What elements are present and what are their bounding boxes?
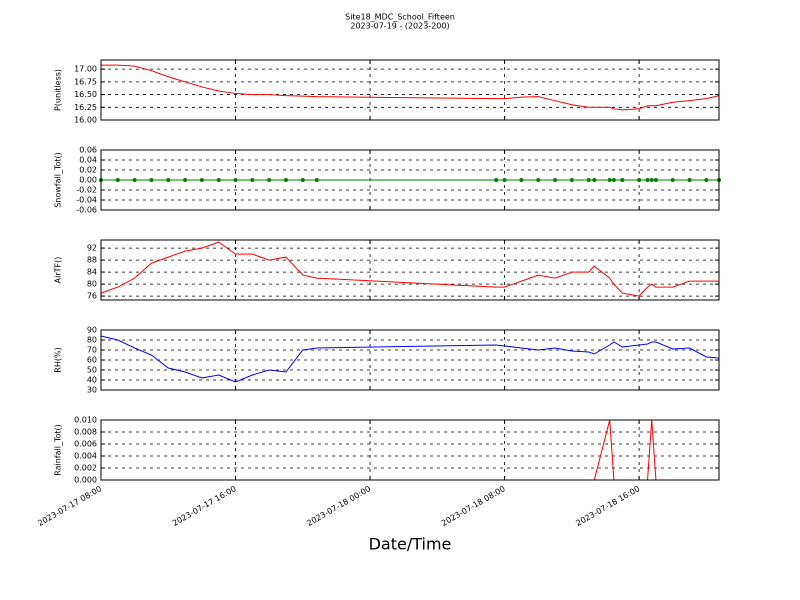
y-tick-label: 0.002 [74, 464, 97, 473]
data-point [586, 178, 591, 182]
y-axis-label: Rainfall_Tot() [54, 424, 63, 476]
data-point [267, 178, 272, 182]
y-tick-label: 0.006 [74, 440, 97, 449]
data-line [101, 419, 719, 481]
data-point [502, 178, 507, 182]
data-point [645, 178, 650, 182]
y-tick-label: 0.06 [79, 146, 97, 155]
data-line [101, 64, 720, 111]
data-point [649, 178, 654, 182]
data-line [100, 335, 720, 383]
plot-frame [100, 329, 720, 391]
data-point [250, 178, 255, 182]
data-point [283, 178, 288, 182]
y-tick-label: 0.04 [79, 156, 97, 165]
data-point [569, 178, 574, 182]
data-point [132, 178, 137, 182]
y-tick-label: 0.02 [79, 166, 97, 175]
y-tick-label: 0.000 [74, 476, 97, 485]
x-tick-label: 2023-07-18 16:00 [574, 484, 641, 528]
y-tick-label: 16.50 [74, 90, 97, 99]
chart-subtitle: 2023-07-19 - (2023-200) [350, 22, 449, 31]
data-point [166, 178, 171, 182]
y-tick-label: 40 [87, 376, 97, 385]
y-axis-label: Snowfall_Tot() [54, 152, 63, 208]
y-tick-label: 80 [87, 280, 97, 289]
y-tick-label: 88 [87, 256, 97, 265]
data-point [183, 178, 188, 182]
y-tick-label: 80 [87, 336, 97, 345]
y-tick-label: 0.010 [74, 416, 97, 425]
y-tick-label: 0.008 [74, 428, 97, 437]
data-point [620, 178, 625, 182]
data-point [611, 178, 616, 182]
y-tick-label: 60 [87, 356, 97, 365]
y-axis-label: P(unitless) [54, 69, 63, 111]
y-tick-label: 0.00 [79, 176, 97, 185]
x-tick-label: 2023-07-17 16:00 [171, 484, 238, 528]
data-point [300, 178, 305, 182]
y-tick-label: 16.75 [74, 77, 97, 86]
data-point [607, 178, 612, 182]
data-point [687, 178, 692, 182]
data-point [670, 178, 675, 182]
y-tick-label: 90 [87, 326, 97, 335]
data-point [637, 178, 642, 182]
y-tick-label: 84 [87, 268, 97, 277]
y-tick-label: 70 [87, 346, 97, 355]
data-point [704, 178, 709, 182]
y-tick-label: 92 [87, 244, 97, 253]
data-point [233, 178, 238, 182]
data-point [199, 178, 204, 182]
x-tick-label: 2023-07-18 00:00 [305, 484, 372, 528]
y-tick-label: -0.06 [76, 206, 97, 215]
plot-frame [100, 149, 720, 211]
data-point [314, 178, 319, 182]
y-axis-label: RH(%) [54, 347, 63, 372]
y-tick-label: -0.02 [76, 186, 97, 195]
x-axis-label: Date/Time [369, 535, 452, 554]
y-tick-label: 17.00 [74, 65, 97, 74]
plot-frame [100, 59, 720, 121]
data-point [592, 178, 597, 182]
y-tick-label: -0.04 [76, 196, 97, 205]
y-tick-label: 50 [87, 366, 97, 375]
y-axis-label: AirTF() [54, 257, 63, 284]
plot-frame [100, 419, 720, 481]
chart-title: Site18_MDC_School_Fifteen [345, 13, 455, 22]
y-tick-label: 16.25 [74, 103, 97, 112]
y-tick-label: 76 [87, 292, 97, 301]
y-tick-label: 30 [87, 386, 97, 395]
data-point [553, 178, 558, 182]
data-point [216, 178, 221, 182]
data-point [494, 178, 499, 182]
data-point [149, 178, 154, 182]
data-point [115, 178, 120, 182]
data-point [536, 178, 541, 182]
data-line [100, 241, 719, 297]
x-tick-label: 2023-07-17 08:00 [36, 484, 103, 528]
plot-frame [100, 239, 720, 301]
y-tick-label: 16.00 [74, 116, 97, 125]
data-point [519, 178, 524, 182]
data-point [653, 178, 658, 182]
x-tick-label: 2023-07-18 08:00 [440, 484, 507, 528]
y-tick-label: 0.004 [74, 452, 97, 461]
